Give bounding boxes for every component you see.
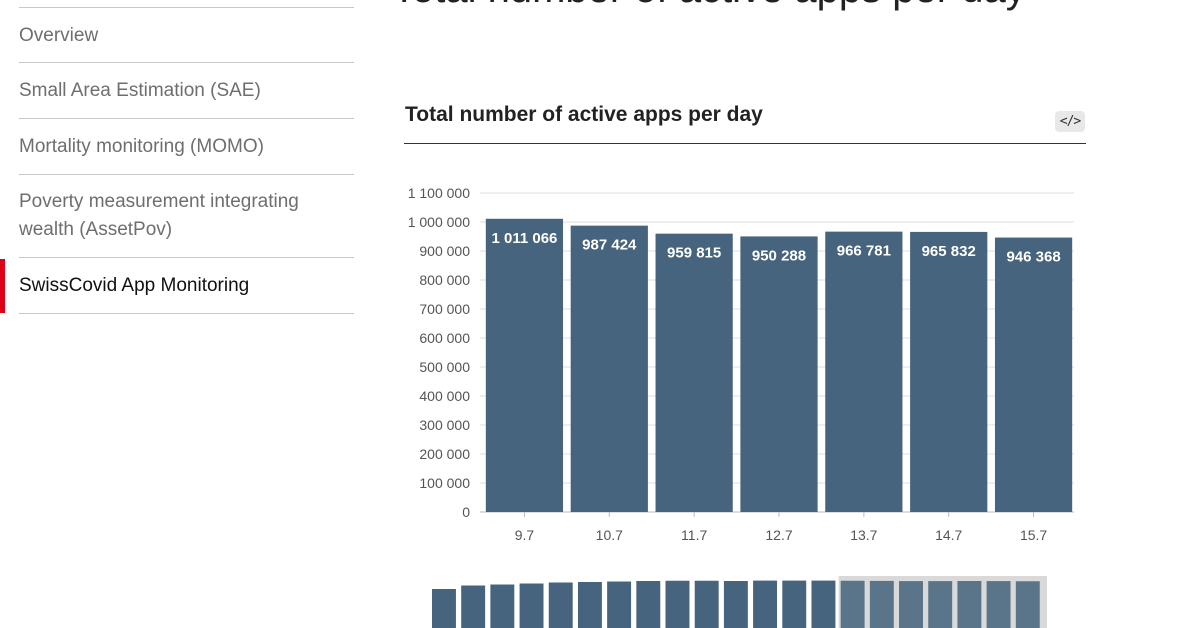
brush-bar (753, 580, 778, 628)
brush-bar (782, 580, 807, 628)
bar (740, 236, 818, 512)
bar-chart: 0 100 000 200 000 300 000 400 000 500 000 600 … (408, 185, 1074, 543)
y-tick-label: 0 (462, 504, 470, 520)
brush-bar (869, 580, 894, 628)
y-tick-label: 200 000 (419, 446, 470, 462)
y-tick-label: 800 000 (419, 272, 470, 288)
x-tick-label: 11.7 (681, 527, 707, 543)
y-tick-label: 500 000 (419, 359, 470, 375)
brush-bar (665, 580, 690, 628)
brush-bar (636, 581, 661, 628)
brush-bar (432, 589, 456, 628)
bar-value-label: 950 288 (752, 247, 806, 264)
y-tick-label: 700 000 (419, 301, 470, 317)
brush-bar (519, 583, 544, 628)
brush-bar (811, 580, 836, 628)
sidebar-item-momo[interactable]: Mortality monitoring (MOMO) (19, 133, 354, 175)
sidebar-item-assetpov[interactable]: Poverty measurement integrating wealth (… (19, 188, 354, 258)
brush-bar (607, 581, 632, 628)
brush-bar (577, 582, 602, 628)
sidebar-nav: Overview Small Area Estimation (SAE) Mor… (0, 0, 354, 628)
sidebar-item-overview[interactable]: Overview (19, 22, 354, 63)
brush-bar (986, 581, 1011, 628)
y-tick-label: 1 000 000 (408, 214, 470, 230)
chart-title: Total number of active apps per day (405, 103, 763, 126)
bar-value-label: 987 424 (582, 237, 637, 254)
brush-bar (548, 582, 573, 628)
bar (994, 237, 1073, 512)
x-tick-label: 13.7 (850, 527, 877, 543)
bar-value-label: 966 781 (837, 243, 891, 260)
bar-value-label: 1 011 066 (491, 230, 557, 247)
chart-title-divider (404, 143, 1086, 144)
brush-bar (928, 581, 953, 628)
y-tick-label: 1 100 000 (408, 185, 470, 201)
overview-brush-chart[interactable] (420, 570, 1050, 628)
bar (485, 218, 564, 512)
embed-code-button[interactable]: </> (1055, 111, 1085, 132)
bar-value-label: 959 815 (667, 245, 721, 262)
bar (655, 233, 733, 512)
brush-bar (723, 581, 748, 628)
y-tick-label: 600 000 (419, 330, 470, 346)
brush-bar (899, 581, 923, 628)
sidebar-divider (19, 7, 354, 8)
bar (910, 231, 988, 512)
x-tick-label: 10.7 (596, 527, 623, 543)
brush-bar (461, 585, 486, 628)
y-tick-label: 300 000 (419, 417, 470, 433)
y-tick-label: 100 000 (419, 475, 470, 491)
x-tick-label: 15.7 (1020, 527, 1047, 543)
page-title: Total number of active apps per day (392, 0, 1152, 12)
y-tick-label: 400 000 (419, 388, 470, 404)
bar-value-label: 965 832 (922, 243, 976, 260)
bar-value-label: 946 368 (1006, 249, 1060, 266)
brush-bar (490, 584, 515, 628)
brush-bar (1015, 581, 1040, 628)
sidebar-item-swisscovid[interactable]: SwissCovid App Monitoring (19, 272, 354, 314)
brush-bar (694, 580, 719, 628)
active-item-marker (0, 259, 5, 313)
y-tick-label: 900 000 (419, 243, 470, 259)
bar (570, 225, 648, 512)
sidebar-item-sae[interactable]: Small Area Estimation (SAE) (19, 77, 354, 119)
code-embed-icon: </> (1059, 114, 1082, 129)
brush-bar (957, 581, 982, 628)
x-tick-label: 12.7 (765, 527, 792, 543)
brush-bar (840, 580, 865, 628)
x-tick-label: 9.7 (515, 527, 535, 543)
bar (825, 231, 903, 512)
x-tick-label: 14.7 (935, 527, 962, 543)
